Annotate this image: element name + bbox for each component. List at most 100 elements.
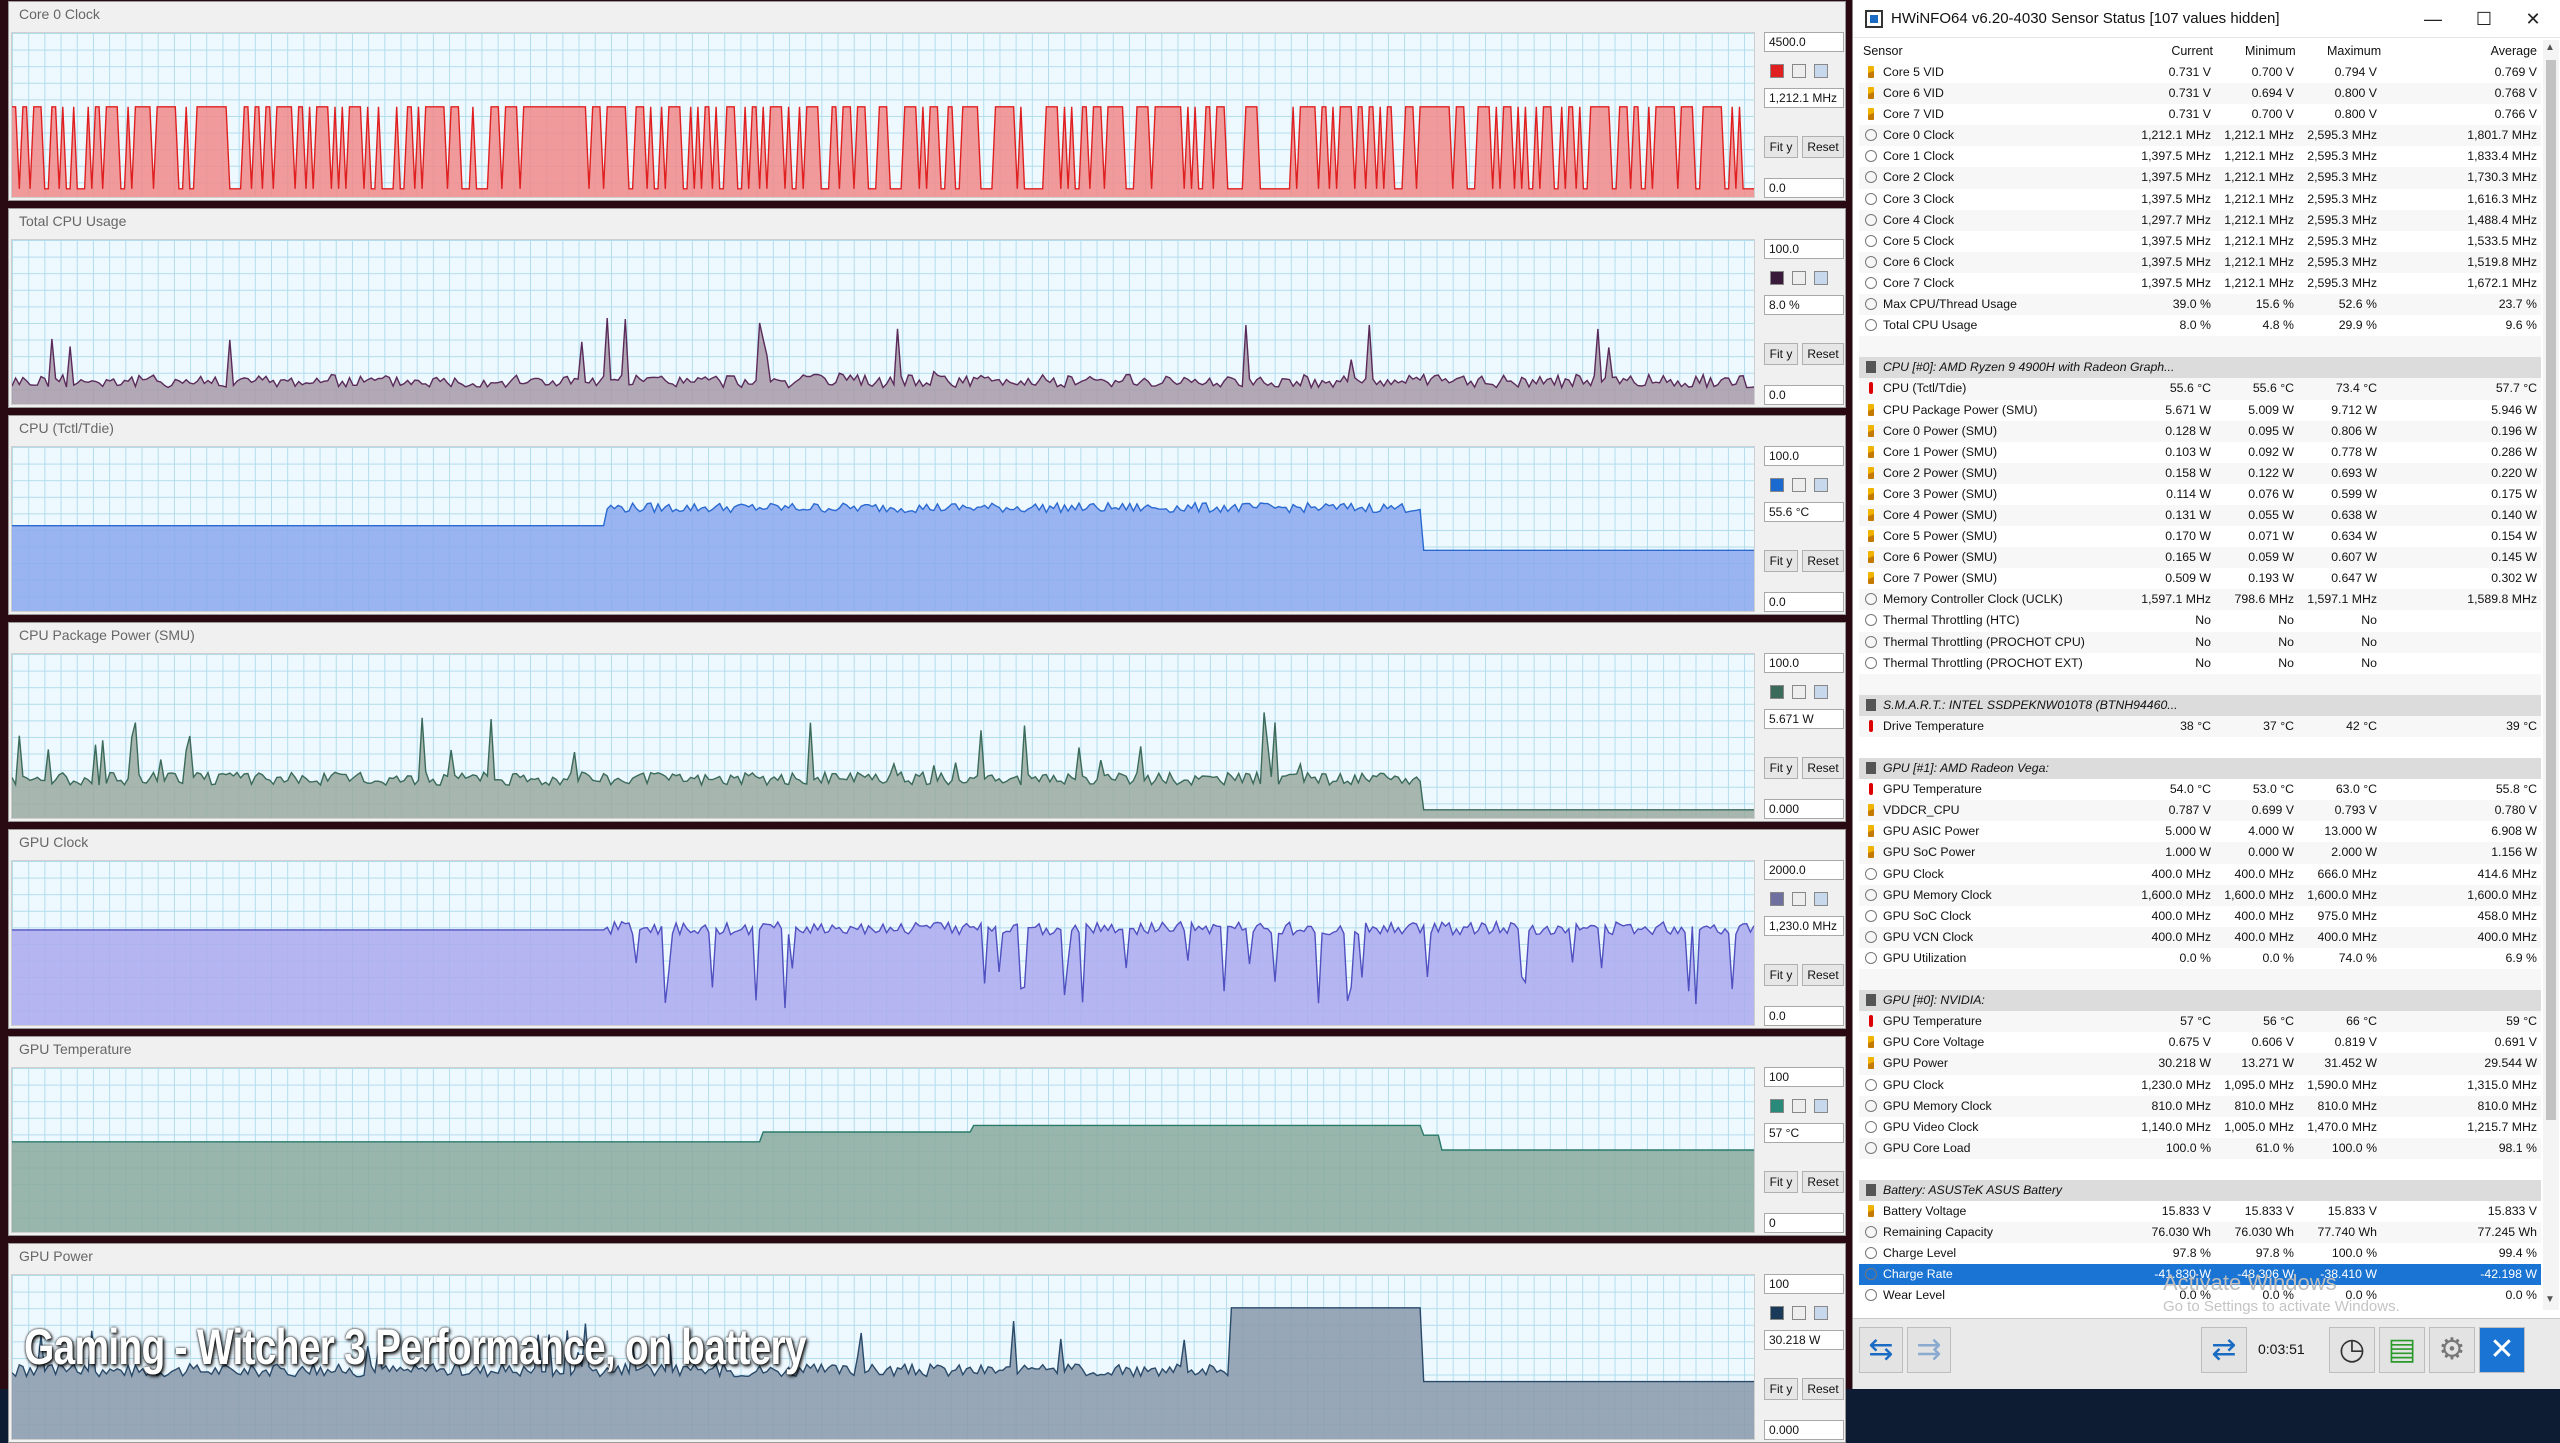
sensor-row[interactable]: Total CPU Usage 8.0 % 4.8 % 29.9 % 9.6 % [1859,315,2541,336]
sensor-row[interactable]: Memory Controller Clock (UCLK) 1,597.1 MH… [1859,589,2541,611]
sensor-row[interactable]: Max CPU/Thread Usage 39.0 % 15.6 % 52.6 % 23… [1859,294,2541,316]
sensor-row[interactable]: CPU (Tctl/Tdie) 55.6 °C 55.6 °C 73.4 °C 57.7… [1859,378,2541,400]
col-average[interactable]: Average [2490,44,2537,58]
sensor-row[interactable]: Thermal Throttling (HTC) No No No [1859,610,2541,631]
sensor-row[interactable]: Core 3 Power (SMU) 0.114 W 0.076 W 0.599 W 0… [1859,484,2541,505]
graph-max-value[interactable]: 100 [1764,1067,1844,1087]
close-sensors-icon[interactable]: ✕ [2479,1327,2525,1373]
swatch-placeholder[interactable] [1814,685,1828,699]
settings-icon[interactable]: ⚙ [2429,1327,2475,1373]
fit-y-button[interactable]: Fit y [1764,1171,1798,1193]
fit-y-button[interactable]: Fit y [1764,757,1798,779]
graph-min-value[interactable]: 0.0 [1764,1006,1844,1026]
sensor-row[interactable]: Wear Level 0.0 % 0.0 % 0.0 % 0.0 % [1859,1285,2541,1306]
close-icon[interactable]: ✕ [2525,9,2541,29]
sensor-row[interactable]: GPU Power 30.218 W 13.271 W 31.452 W 29.544 … [1859,1053,2541,1075]
graph-min-value[interactable]: 0.000 [1764,799,1844,819]
graph-min-value[interactable]: 0.000 [1764,1420,1844,1440]
sensor-row[interactable]: GPU Temperature 54.0 °C 53.0 °C 63.0 °C 55.8… [1859,779,2541,800]
section-header[interactable]: CPU [#0]: AMD Ryzen 9 4900H with Radeon … [1859,357,2541,379]
sensor-row[interactable]: Charge Rate -41.830 W -48.306 W -38.410 W -4… [1859,1264,2541,1286]
swatch-placeholder[interactable] [1814,271,1828,285]
swatch-placeholder[interactable] [1792,685,1806,699]
clock-icon[interactable]: ◷ [2329,1327,2375,1373]
sensor-list[interactable]: Core 5 VID 0.731 V 0.700 V 0.794 V 0.769 V Co… [1859,62,2541,1317]
section-header[interactable]: GPU [#0]: NVIDIA: [1859,990,2541,1012]
scroll-up-icon[interactable]: ▲ [2545,42,2555,53]
sensor-row[interactable]: Core 4 Clock 1,297.7 MHz 1,212.1 MHz 2,595.… [1859,209,2541,231]
sensor-row[interactable]: Core 2 Power (SMU) 0.158 W 0.122 W 0.693 W 0… [1859,462,2541,484]
color-swatch[interactable] [1770,478,1784,492]
fit-y-button[interactable]: Fit y [1764,343,1798,365]
sensor-row[interactable]: GPU SoC Power 1.000 W 0.000 W 2.000 W 1.156 … [1859,842,2541,864]
reset-button[interactable]: Reset [1802,136,1844,158]
swatch-placeholder[interactable] [1792,64,1806,78]
sensor-row[interactable]: GPU SoC Clock 400.0 MHz 400.0 MHz 975.0 MHz… [1859,906,2541,927]
minimize-icon[interactable]: — [2424,9,2442,29]
swatch-placeholder[interactable] [1792,1306,1806,1320]
section-header[interactable]: GPU [#1]: AMD Radeon Vega: [1859,758,2541,780]
fit-y-button[interactable]: Fit y [1764,1378,1798,1400]
vertical-scrollbar[interactable]: ▲ ▼ [2543,40,2559,1310]
sensor-row[interactable]: Core 0 Power (SMU) 0.128 W 0.095 W 0.806 W 0… [1859,420,2541,442]
fit-y-button[interactable]: Fit y [1764,136,1798,158]
graph-min-value[interactable]: 0.0 [1764,592,1844,612]
sensor-row[interactable]: GPU Memory Clock 810.0 MHz 810.0 MHz 810.0 … [1859,1095,2541,1117]
sensor-row[interactable]: Core 1 Power (SMU) 0.103 W 0.092 W 0.778 W 0… [1859,442,2541,463]
swatch-placeholder[interactable] [1792,478,1806,492]
sensor-row[interactable]: GPU Memory Clock 1,600.0 MHz 1,600.0 MHz 1,… [1859,884,2541,906]
reset-button[interactable]: Reset [1802,343,1844,365]
sensor-row[interactable]: GPU Clock 400.0 MHz 400.0 MHz 666.0 MHz 414.… [1859,864,2541,885]
color-swatch[interactable] [1770,271,1784,285]
graph-min-value[interactable]: 0 [1764,1213,1844,1233]
sensor-row[interactable]: GPU Core Load 100.0 % 61.0 % 100.0 % 98.1 % [1859,1137,2541,1159]
swatch-placeholder[interactable] [1792,1099,1806,1113]
sensor-row[interactable]: Charge Level 97.8 % 97.8 % 100.0 % 99.4 % [1859,1243,2541,1264]
reset-button[interactable]: Reset [1802,1171,1844,1193]
color-swatch[interactable] [1770,892,1784,906]
sensor-row[interactable]: Core 7 VID 0.731 V 0.700 V 0.800 V 0.766 V [1859,104,2541,125]
graph-max-value[interactable]: 4500.0 [1764,32,1844,52]
reset-button[interactable]: Reset [1802,964,1844,986]
nav-right-icon[interactable]: ⇉ [1907,1327,1951,1373]
network-icon[interactable]: ⇄ [2201,1327,2247,1373]
sensor-row[interactable]: GPU Temperature 57 °C 56 °C 66 °C 59 °C [1859,1011,2541,1033]
report-icon[interactable]: ▤ [2379,1327,2425,1373]
reset-button[interactable]: Reset [1802,757,1844,779]
sensor-row[interactable]: Battery Voltage 15.833 V 15.833 V 15.833 V 1… [1859,1201,2541,1222]
swatch-placeholder[interactable] [1792,271,1806,285]
graph-max-value[interactable]: 2000.0 [1764,860,1844,880]
sensor-row[interactable]: Core 5 VID 0.731 V 0.700 V 0.794 V 0.769 V [1859,62,2541,83]
sensor-row[interactable]: Core 6 Power (SMU) 0.165 W 0.059 W 0.607 W 0… [1859,547,2541,569]
color-swatch[interactable] [1770,1099,1784,1113]
fit-y-button[interactable]: Fit y [1764,550,1798,572]
sensor-row[interactable]: Core 6 Clock 1,397.5 MHz 1,212.1 MHz 2,595.… [1859,251,2541,273]
swatch-placeholder[interactable] [1792,892,1806,906]
color-swatch[interactable] [1770,1306,1784,1320]
reset-button[interactable]: Reset [1802,550,1844,572]
sensor-row[interactable]: GPU ASIC Power 5.000 W 4.000 W 13.000 W 6.90… [1859,821,2541,842]
graph-max-value[interactable]: 100.0 [1764,446,1844,466]
sensor-row[interactable]: GPU Core Voltage 0.675 V 0.606 V 0.819 V 0.6… [1859,1032,2541,1053]
sensor-row[interactable]: GPU Video Clock 1,140.0 MHz 1,005.0 MHz 1,4… [1859,1117,2541,1138]
scroll-down-icon[interactable]: ▼ [2545,1294,2555,1305]
sensor-row[interactable]: Core 5 Clock 1,397.5 MHz 1,212.1 MHz 2,595.… [1859,231,2541,252]
color-swatch[interactable] [1770,685,1784,699]
col-maximum[interactable]: Maximum [2327,44,2382,58]
col-current[interactable]: Current [2171,44,2213,58]
maximize-icon[interactable]: ☐ [2475,9,2493,29]
sensor-row[interactable]: Core 7 Clock 1,397.5 MHz 1,212.1 MHz 2,595.… [1859,273,2541,294]
sensor-row[interactable]: Core 2 Clock 1,397.5 MHz 1,212.1 MHz 2,595.… [1859,167,2541,189]
swatch-placeholder[interactable] [1814,478,1828,492]
sensor-row[interactable]: Core 4 Power (SMU) 0.131 W 0.055 W 0.638 W 0… [1859,504,2541,527]
sensor-row[interactable]: Drive Temperature 38 °C 37 °C 42 °C 39 °C [1859,715,2541,737]
section-header[interactable]: Battery: ASUSTeK ASUS Battery [1859,1179,2541,1202]
graph-max-value[interactable]: 100 [1764,1274,1844,1294]
sensor-row[interactable]: VDDCR_CPU 0.787 V 0.699 V 0.793 V 0.780 V [1859,800,2541,822]
graph-max-value[interactable]: 100.0 [1764,653,1844,673]
sensor-row[interactable]: GPU Utilization 0.0 % 0.0 % 74.0 % 6.9 % [1859,948,2541,969]
reset-button[interactable]: Reset [1802,1378,1844,1400]
scroll-thumb[interactable] [2546,60,2556,1120]
sensor-row[interactable]: Core 0 Clock 1,212.1 MHz 1,212.1 MHz 2,595.… [1859,125,2541,147]
sensor-row[interactable]: CPU Package Power (SMU) 5.671 W 5.009 W 9.7… [1859,400,2541,421]
